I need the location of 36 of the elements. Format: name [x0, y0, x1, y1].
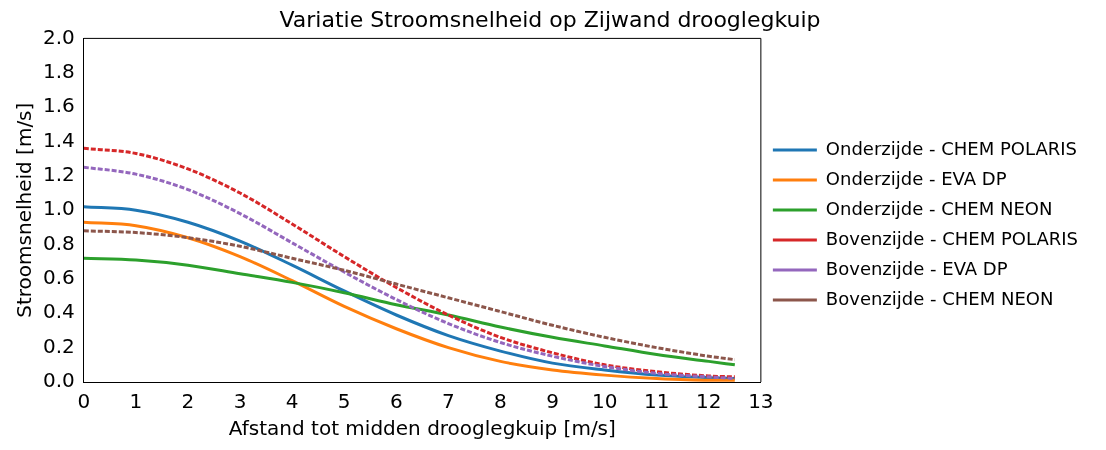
y-tick-label: 1.0 — [42, 196, 75, 221]
legend-label: Bovenzijde - CHEM NEON — [825, 287, 1054, 309]
y-tick-label: 1.2 — [42, 162, 75, 187]
chart-title: Variatie Stroomsnelheid op Zijwand drooglegkuip — [279, 6, 821, 32]
y-tick-label: 1.6 — [42, 93, 75, 118]
y-tick-label: 0.2 — [42, 333, 75, 358]
x-tick-label: 6 — [389, 389, 403, 414]
x-tick-label: 12 — [696, 389, 722, 414]
x-axis-title: Afstand tot midden drooglegkuip [m/s] — [228, 416, 616, 441]
y-tick-label: 0.0 — [42, 368, 75, 393]
x-tick-label: 11 — [643, 389, 670, 414]
y-tick-label: 0.6 — [42, 265, 75, 290]
legend-label: Onderzijde - CHEM NEON — [825, 197, 1053, 219]
x-tick-label: 8 — [494, 389, 507, 414]
legend-label: Onderzijde - EVA DP — [825, 167, 1007, 189]
x-tick-label: 9 — [546, 389, 559, 414]
legend-label: Bovenzijde - EVA DP — [825, 257, 1008, 279]
legend-label: Onderzijde - CHEM POLARIS — [825, 137, 1077, 159]
x-tick-label: 5 — [337, 389, 351, 414]
line-series — [83, 229, 737, 362]
x-tick-label: 2 — [181, 389, 195, 414]
y-axis-title: Stroomsnelheid [m/s] — [12, 102, 37, 318]
line-series — [83, 256, 737, 367]
y-tick-label: 0.8 — [42, 230, 75, 255]
x-tick-label: 4 — [285, 389, 299, 414]
x-tick-label: 3 — [233, 389, 247, 414]
x-tick-label: 7 — [442, 389, 455, 414]
x-tick-label: 10 — [591, 389, 618, 414]
x-tick-label: 1 — [129, 389, 143, 414]
y-tick-label: 1.4 — [42, 127, 75, 152]
x-tick-label: 0 — [77, 389, 91, 414]
y-tick-label: 1.8 — [42, 58, 75, 83]
y-tick-label: 0.4 — [42, 299, 75, 324]
y-tick-label: 2.0 — [42, 24, 75, 49]
legend-label: Bovenzijde - CHEM POLARIS — [825, 227, 1079, 249]
x-tick-label: 13 — [748, 389, 774, 414]
